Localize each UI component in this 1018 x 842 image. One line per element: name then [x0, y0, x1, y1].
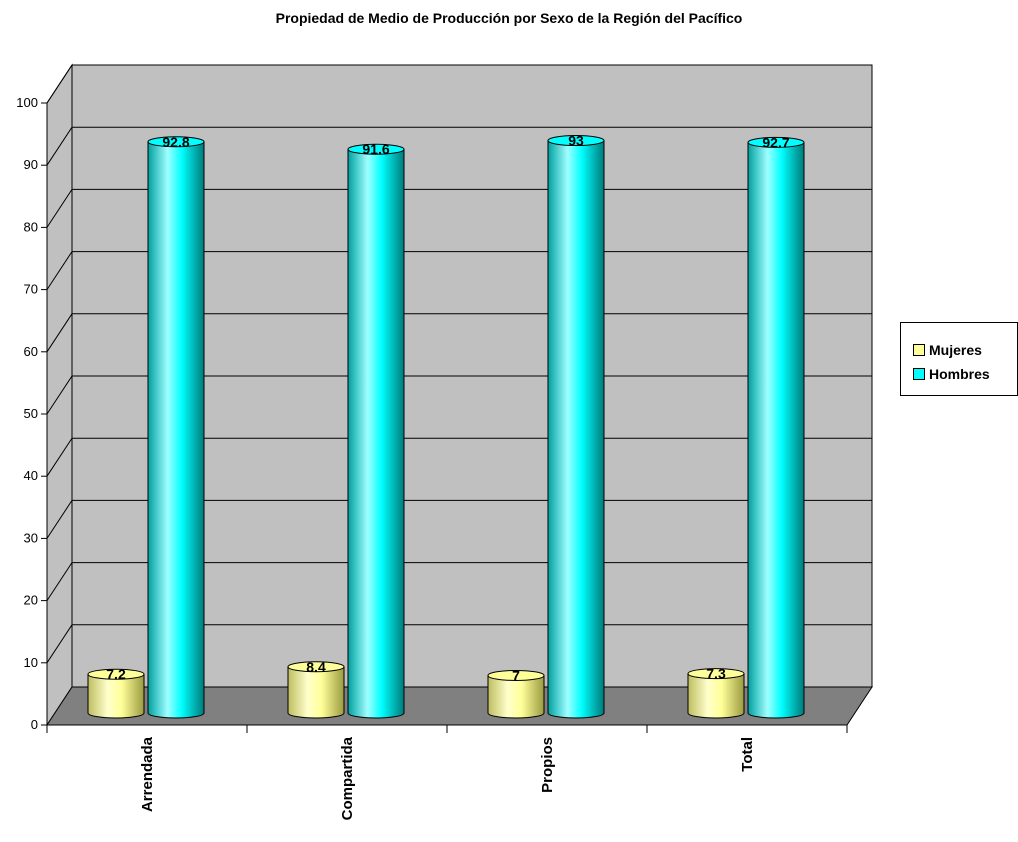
x-tick-label: Propios	[539, 737, 556, 793]
bar-hombres	[147, 136, 205, 719]
data-label: 92.8	[162, 134, 189, 150]
y-tick-label: 0	[31, 717, 38, 732]
bar-hombres-top	[547, 135, 605, 147]
legend: Mujeres Hombres	[900, 322, 1018, 396]
data-label: 93	[568, 133, 584, 149]
y-tick-label: 90	[24, 157, 38, 172]
y-tick-label: 100	[16, 95, 38, 110]
legend-swatch-hombres	[913, 368, 925, 380]
x-tick-label: Compartida	[339, 736, 356, 820]
x-tick-label: Total	[739, 737, 756, 772]
y-tick-label: 30	[24, 530, 38, 545]
y-tick-label: 40	[24, 468, 38, 483]
bar-hombres-top	[147, 136, 205, 148]
bar-mujeres-top	[287, 661, 345, 673]
bar-hombres-body	[347, 148, 405, 719]
bar-mujeres	[87, 668, 145, 719]
legend-item-hombres: Hombres	[913, 366, 990, 382]
data-label: 7.2	[106, 666, 126, 682]
gridline	[46, 188, 872, 228]
y-tick-label: 70	[24, 282, 38, 297]
chart-title: Propiedad de Medio de Producción por Sex…	[275, 10, 743, 26]
legend-item-mujeres: Mujeres	[913, 342, 982, 358]
gridline	[46, 64, 872, 104]
bar-hombres-body	[547, 140, 605, 719]
bar-hombres-body	[747, 141, 805, 719]
bar-hombres	[347, 143, 405, 719]
y-tick-label: 50	[24, 406, 38, 421]
gridline	[46, 313, 872, 353]
legend-label-mujeres: Mujeres	[929, 342, 982, 358]
bar-mujeres-body	[287, 666, 345, 719]
data-label: 7	[512, 667, 520, 683]
bar-hombres	[547, 135, 605, 719]
y-tick-label: 20	[24, 593, 38, 608]
gridline	[46, 624, 872, 664]
data-label: 91.6	[362, 141, 389, 157]
x-tick-label: Arrendada	[139, 736, 156, 812]
bar-hombres	[747, 136, 805, 719]
data-label: 7.3	[706, 666, 726, 682]
gridline	[46, 126, 872, 166]
legend-label-hombres: Hombres	[929, 366, 990, 382]
y-tick-label: 10	[24, 655, 38, 670]
y-tick-label: 60	[24, 344, 38, 359]
bar-hombres-top	[747, 136, 805, 148]
bar-mujeres-body	[87, 673, 145, 719]
bar-mujeres-body	[687, 673, 745, 719]
bar-hombres-top	[347, 143, 405, 155]
data-label: 92.7	[762, 134, 789, 150]
gridline	[46, 499, 872, 539]
bar-mujeres	[487, 669, 545, 719]
gridline	[46, 375, 872, 415]
bar-mujeres-top	[687, 668, 745, 680]
gridline	[46, 437, 872, 477]
bar-hombres-body	[147, 141, 205, 719]
data-label: 8.4	[306, 659, 326, 675]
bar-mujeres-top	[487, 669, 545, 681]
gridline	[46, 562, 872, 601]
legend-swatch-mujeres	[913, 344, 925, 356]
bar-mujeres	[287, 661, 345, 719]
gridline	[46, 251, 872, 290]
bar-mujeres	[687, 668, 745, 719]
bar-mujeres-top	[87, 668, 145, 680]
bar-mujeres-body	[487, 674, 545, 719]
y-tick-label: 80	[24, 219, 38, 234]
